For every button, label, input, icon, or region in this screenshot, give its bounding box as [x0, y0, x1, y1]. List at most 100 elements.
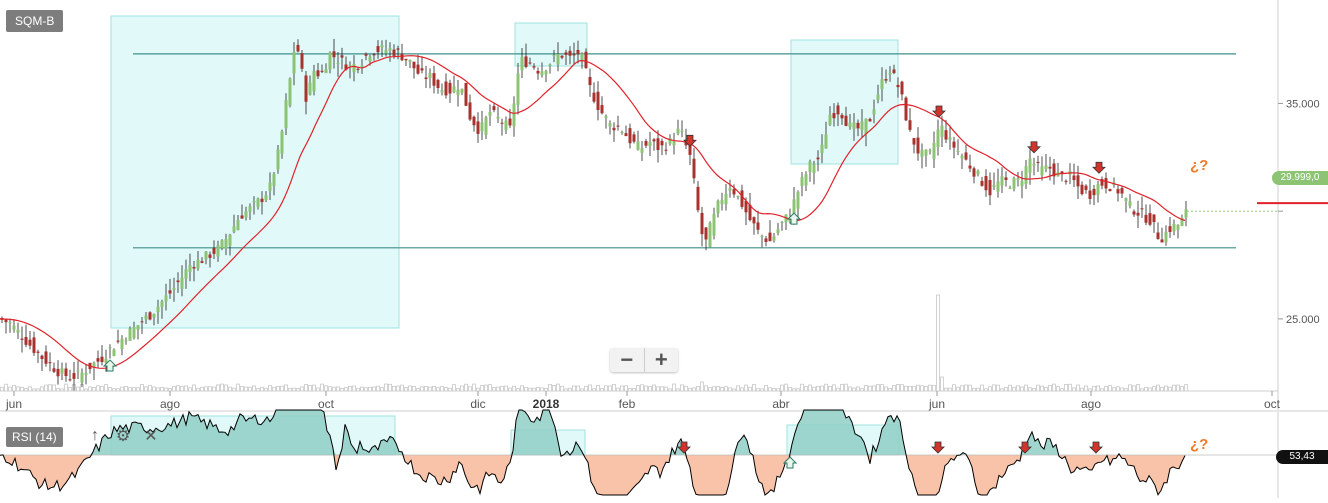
candle-down: [472, 116, 476, 126]
candle-up: [76, 370, 80, 372]
volume-bar: [240, 386, 244, 392]
volume-bar: [680, 384, 684, 392]
candle-up: [1096, 184, 1100, 196]
candle-down: [448, 82, 452, 94]
candle-down: [200, 261, 204, 263]
candle-down: [24, 336, 28, 345]
volume-bar: [904, 385, 908, 392]
candle-up: [280, 131, 284, 154]
volume-bar: [92, 387, 96, 392]
gear-icon[interactable]: ⚙: [115, 428, 131, 445]
candle-up: [580, 53, 584, 61]
candle-up: [288, 78, 292, 106]
volume-bar: [216, 384, 220, 392]
volume-bar: [144, 386, 148, 392]
candle-up: [848, 122, 852, 128]
volume-bar: [1008, 384, 1012, 392]
candle-up: [124, 340, 128, 342]
candle-down: [304, 75, 308, 102]
candle-up: [1172, 224, 1176, 232]
candle-down: [740, 190, 744, 207]
candle-down: [320, 70, 324, 72]
volume-bar: [736, 385, 740, 392]
volume-bar: [520, 385, 524, 392]
volume-bar: [312, 384, 316, 392]
candle-up: [960, 155, 964, 159]
candle-down: [572, 54, 576, 56]
candle-up: [456, 89, 460, 96]
volume-bar: [180, 386, 184, 392]
candle-down: [964, 152, 968, 160]
volume-bar: [480, 385, 484, 392]
volume-bar: [752, 383, 756, 392]
volume-bar: [1068, 383, 1072, 392]
candle-up: [504, 120, 508, 130]
candle-up: [1040, 166, 1044, 176]
candle-up: [936, 129, 940, 148]
candle-down: [644, 141, 648, 146]
candle-down: [1148, 213, 1152, 225]
candle-down: [700, 212, 704, 235]
volume-bar: [244, 386, 248, 392]
volume-bar: [124, 386, 128, 392]
candle-up: [672, 141, 676, 146]
up-arrow-icon[interactable]: ↑: [91, 427, 99, 444]
volume-bar: [608, 385, 612, 392]
time-tick-label: oct: [318, 397, 335, 411]
candle-down: [40, 355, 44, 359]
volume-bar: [4, 383, 8, 392]
candle-down: [988, 180, 992, 196]
volume-bar: [1172, 384, 1176, 392]
candle-up: [604, 116, 608, 119]
volume-bar: [212, 386, 216, 392]
volume-bar: [684, 385, 688, 392]
candle-up: [220, 240, 224, 249]
volume-bar: [68, 386, 72, 392]
candle-down: [696, 186, 700, 211]
candle-down: [576, 49, 580, 55]
candle-down: [240, 215, 244, 219]
volume-bar: [388, 383, 392, 392]
candle-down: [592, 92, 596, 102]
volume-bar: [376, 385, 380, 392]
zoom-out-button[interactable]: −: [610, 348, 644, 372]
candle-up: [1020, 180, 1024, 187]
candle-up: [716, 200, 720, 214]
candle-down: [1168, 226, 1172, 233]
volume-bar: [784, 383, 788, 392]
volume-bar: [104, 384, 108, 392]
volume-bar: [1116, 386, 1120, 392]
volume-bar: [924, 385, 928, 392]
candle-down: [868, 118, 872, 122]
candle-up: [160, 301, 164, 308]
candle-down: [660, 140, 664, 146]
volume-bar: [576, 385, 580, 392]
candle-down: [148, 312, 152, 320]
candle-up: [188, 265, 192, 272]
close-icon[interactable]: ✕: [144, 428, 158, 445]
rsi-down-marker-icon: [1089, 441, 1103, 454]
candle-down: [600, 105, 604, 114]
candle-up: [348, 65, 352, 67]
volume-bar: [844, 383, 848, 392]
volume-bar: [444, 387, 448, 392]
zoom-in-button[interactable]: +: [643, 347, 679, 372]
volume-bar: [396, 385, 400, 392]
candle-up: [256, 198, 260, 207]
volume-bar: [472, 383, 476, 392]
volume-bar: [324, 385, 328, 392]
candle-down: [1160, 239, 1164, 243]
candle-up: [880, 79, 884, 90]
volume-bar: [884, 386, 888, 392]
volume-bar: [1180, 386, 1184, 392]
plus-icon: +: [654, 347, 668, 372]
candle-down: [140, 321, 144, 323]
volume-bar: [800, 383, 804, 392]
volume-bar: [648, 386, 652, 392]
candle-up: [368, 56, 372, 62]
candle-up: [108, 347, 112, 349]
volume-bar: [44, 384, 48, 392]
candle-down: [972, 168, 976, 177]
candle-up: [136, 325, 140, 330]
